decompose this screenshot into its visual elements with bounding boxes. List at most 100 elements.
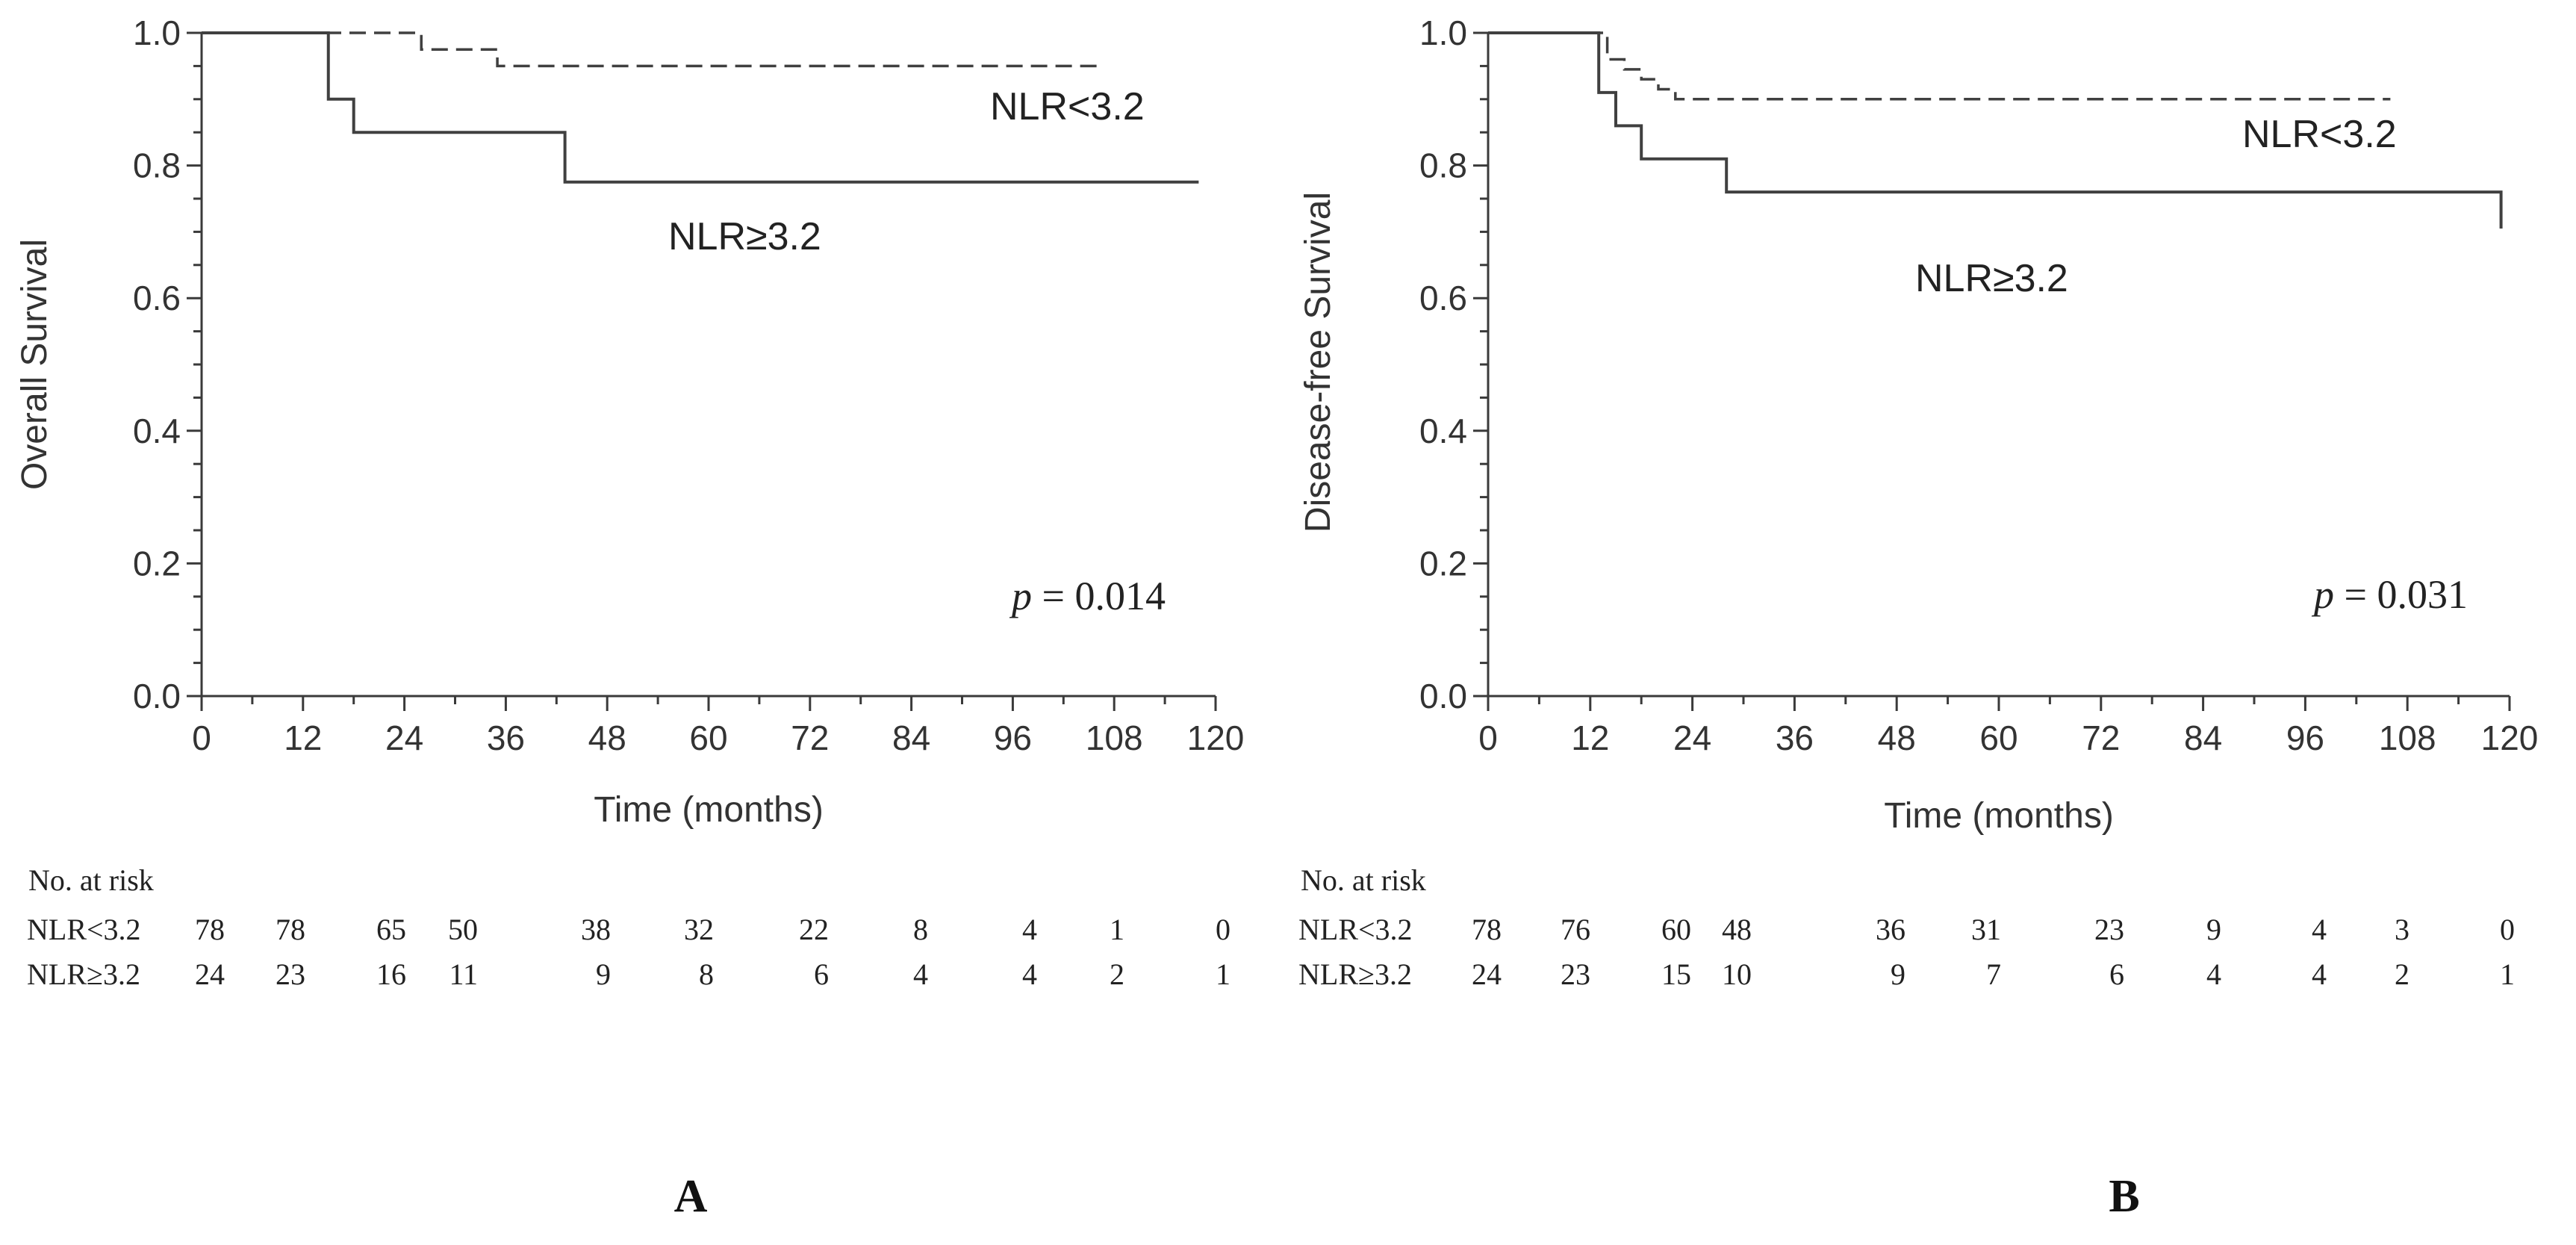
risk-count: 78 [276,913,305,946]
y-tick-label: 0.4 [133,412,181,450]
risk-count: 78 [1472,913,1502,946]
survival-curve-nlr-high [202,31,1199,184]
x-tick-label: 12 [1571,718,1609,757]
risk-count: 31 [1971,913,2001,946]
risk-count: 23 [1561,957,1590,991]
x-tick-label: 120 [2481,718,2539,757]
panel-letter: A [674,1171,708,1222]
risk-count: 24 [1472,957,1502,991]
x-tick-label: 96 [994,718,1032,757]
risk-count: 1 [1110,913,1124,946]
y-tick-label: 0.2 [1419,544,1467,583]
chart-panel-a: 0.00.20.40.60.81.00 12 24 36 48 60 72 84 96 108 12… [15,13,1244,1222]
y-tick-label: 1.0 [133,13,181,52]
risk-row-label: NLR<3.2 [1298,913,1413,946]
x-tick-label: 108 [1086,718,1143,757]
x-tick-label: 24 [385,718,423,757]
curve-label-nlr-high: NLR≥3.2 [1915,257,2068,300]
curve-label-nlr-low: NLR<3.2 [990,85,1145,128]
curve-label-nlr-low: NLR<3.2 [2242,113,2397,156]
y-tick-label: 0.8 [1419,146,1467,185]
risk-count: 22 [799,913,829,946]
x-tick-label: 48 [588,718,626,757]
p-value-symbol: p [1009,574,1032,618]
risk-row-label: NLR<3.2 [27,913,141,946]
risk-count: 1 [2500,957,2515,991]
risk-count: 4 [2206,957,2221,991]
x-tick-label: 84 [892,718,930,757]
y-tick-label: 0.6 [133,279,181,317]
risk-count: 0 [2500,913,2515,946]
risk-row-label: NLR≥3.2 [27,957,140,991]
y-tick-label: 1.0 [1419,13,1467,52]
risk-count: 7 [1986,957,2001,991]
risk-count: 11 [449,957,478,991]
risk-count: 4 [1022,913,1037,946]
x-tick-label: 84 [2184,718,2222,757]
x-tick-label: 0 [1478,718,1498,757]
x-axis-label: Time (months) [1884,796,2114,836]
risk-count: 48 [1722,913,1752,946]
x-tick-label: 108 [2379,718,2436,757]
x-tick-label: 48 [1878,718,1916,757]
risk-count: 9 [1891,957,1905,991]
curve-label-nlr-high: NLR≥3.2 [668,215,821,258]
x-tick-label: 60 [1979,718,2017,757]
risk-count: 24 [195,957,225,991]
risk-count: 60 [1661,913,1691,946]
x-tick-label: 12 [284,718,322,757]
risk-row-label: NLR≥3.2 [1298,957,1412,991]
p-value: p = 0.031 [2311,572,2468,617]
panel-letter: B [2109,1171,2139,1222]
y-tick-label: 0.4 [1419,412,1467,450]
x-tick-label: 72 [2082,718,2120,757]
x-tick-label: 0 [192,718,211,757]
risk-count: 9 [2206,913,2221,946]
x-tick-label: 36 [1776,718,1814,757]
risk-count: 32 [684,913,714,946]
x-tick-label: 120 [1187,718,1245,757]
risk-count: 4 [2312,957,2327,991]
y-tick-label: 0.0 [1419,677,1467,715]
risk-count: 4 [913,957,928,991]
risk-count: 23 [276,957,305,991]
risk-count: 65 [376,913,406,946]
risk-table-title: No. at risk [28,863,154,897]
risk-table-title: No. at risk [1301,863,1426,897]
y-tick-label: 0.6 [1419,279,1467,317]
risk-count: 15 [1661,957,1691,991]
risk-count: 2 [1110,957,1124,991]
risk-count: 6 [2109,957,2124,991]
survival-curve-nlr-low [202,31,1098,68]
x-axis-label: Time (months) [594,790,824,830]
x-tick-label: 96 [2286,718,2324,757]
x-tick-label: 72 [791,718,829,757]
risk-count: 8 [913,913,928,946]
risk-count: 4 [2312,913,2327,946]
risk-count: 8 [699,957,714,991]
risk-count: 3 [2395,913,2409,946]
risk-count: 0 [1216,913,1231,946]
risk-count: 36 [1876,913,1905,946]
risk-count: 78 [195,913,225,946]
risk-count: 23 [2094,913,2124,946]
survival-curve-nlr-high [1488,31,2503,229]
risk-count: 9 [596,957,611,991]
risk-count: 2 [2395,957,2409,991]
p-value-text: = 0.014 [1032,574,1166,618]
x-tick-label: 24 [1673,718,1711,757]
risk-count: 10 [1722,957,1752,991]
risk-count: 4 [1022,957,1037,991]
y-axis-label: Disease-free Survival [1298,192,1338,533]
x-tick-label: 60 [689,718,727,757]
risk-count: 1 [1216,957,1231,991]
p-value-symbol: p [2311,572,2334,617]
chart-panel-b: 0.00.20.40.60.81.00 12 24 36 48 60 72 84 96 108 12… [1298,13,2538,1222]
risk-count: 16 [376,957,406,991]
risk-count: 76 [1561,913,1590,946]
p-value: p = 0.014 [1009,574,1166,618]
p-value-text: = 0.031 [2334,572,2468,617]
risk-count: 50 [448,913,478,946]
x-tick-label: 36 [487,718,525,757]
